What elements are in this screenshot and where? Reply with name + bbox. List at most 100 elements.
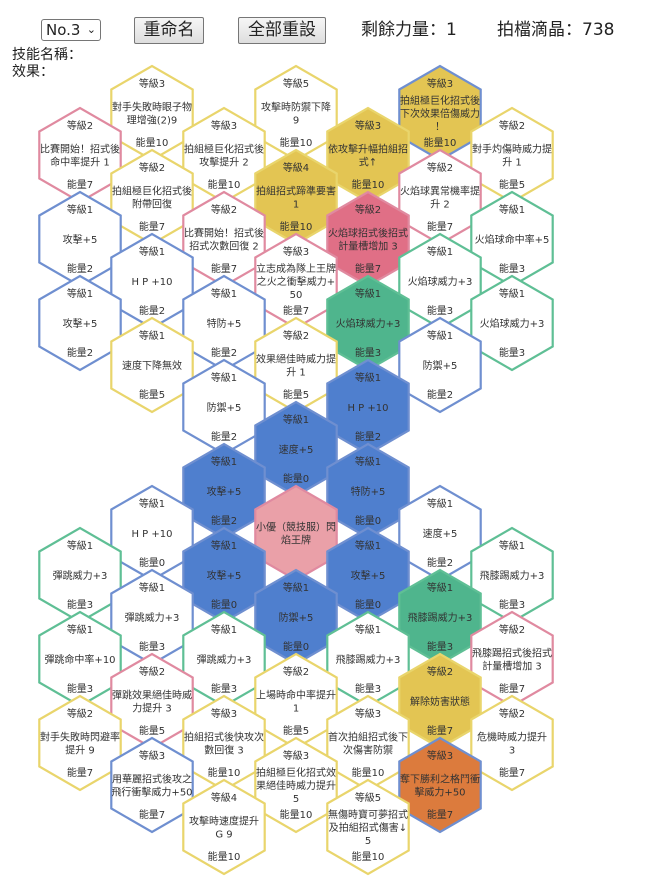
skill-hex[interactable]: 等級1 攻擊+5 能量2 xyxy=(182,442,266,540)
skill-hex[interactable]: 等級1 防禦+5 能量2 xyxy=(398,316,482,414)
hex-title-line: 對手灼傷時威力提 xyxy=(472,143,552,156)
rename-button[interactable]: 重命名 xyxy=(134,17,204,44)
skill-hex[interactable]: 等級1 火焰球威力+3 能量3 xyxy=(326,274,410,372)
skill-hex[interactable]: 等級1 攻擊+5 能量2 xyxy=(38,190,122,288)
skill-hex[interactable]: 等級1 速度+5 能量0 xyxy=(254,400,338,498)
skill-hex[interactable]: 等級1 H P +10 能量2 xyxy=(110,232,194,330)
skill-hex[interactable]: 等級4 拍組招式蹄準要害 1 能量10 xyxy=(254,148,338,246)
skill-hex[interactable]: 等級4 攻擊時速度提升 G 9 能量10 xyxy=(182,778,266,876)
hex-shape xyxy=(326,778,410,876)
hex-title-line: 防禦+5 xyxy=(207,401,242,414)
skill-hex[interactable]: 等級1 火焰球威力+3 能量3 xyxy=(470,274,554,372)
hex-title-line: 防禦+5 xyxy=(423,359,458,372)
hex-title-line: 50 xyxy=(290,290,303,301)
hex-title-line: 火焰球招式後招式 xyxy=(328,227,408,240)
hex-title-line: 小優（競技服）閃 xyxy=(256,521,336,534)
hex-title-line: 計量槽增加 3 xyxy=(338,240,398,253)
hex-energy: 能量10 xyxy=(208,850,241,863)
hex-level: 等級1 xyxy=(283,413,309,426)
partner-crystal: 拍檔滴晶：738 xyxy=(497,19,614,41)
hex-level: 等級1 xyxy=(355,371,381,384)
skill-hex[interactable]: 等級2 危機時威力提升 3 能量7 xyxy=(470,694,554,792)
hex-energy: 能量7 xyxy=(139,220,165,233)
skill-hex[interactable]: 等級1 防禦+5 能量0 xyxy=(254,568,338,666)
skill-hex[interactable]: 等級1 攻擊+5 能量0 xyxy=(326,526,410,624)
skill-hex[interactable]: 等級1 彈跳命中率+10 能量3 xyxy=(38,610,122,708)
hex-title-line: 彈跳效果絕佳時威 xyxy=(112,689,192,702)
hex-title-line: 升 1 xyxy=(502,157,522,169)
hex-title-line: 上場時命中率提升 xyxy=(256,689,336,702)
hex-title-line: 攻擊+5 xyxy=(207,569,242,582)
hex-level: 等級1 xyxy=(139,329,165,342)
skill-hex[interactable]: 等級1 飛膝踢威力+3 能量3 xyxy=(326,610,410,708)
skill-hex[interactable]: 等級1 攻擊+5 能量2 xyxy=(38,274,122,372)
hex-title-line: 次傷害防禦 xyxy=(343,744,393,757)
skill-hex[interactable]: 等級1 飛膝踢威力+3 能量3 xyxy=(398,568,482,666)
hex-title-line: 火焰球威力+3 xyxy=(336,317,401,330)
hex-title-line: 攻擊+5 xyxy=(63,233,98,246)
hex-title-line: H P +10 xyxy=(131,529,172,540)
hex-energy: 能量2 xyxy=(211,514,237,527)
hex-energy: 能量3 xyxy=(67,682,93,695)
hex-level: 等級2 xyxy=(67,707,93,720)
hex-title-line: 用華麗招式後攻之 xyxy=(112,773,192,786)
hex-title-line: 飛膝踢威力+3 xyxy=(480,569,545,582)
skill-hex[interactable]: 等級1 特防+5 能量2 xyxy=(182,274,266,372)
hex-title-line: 攻擊時速度提升 xyxy=(189,815,259,828)
hex-energy: 能量2 xyxy=(211,430,237,443)
skill-hex[interactable]: 等級1 彈跳威力+3 能量3 xyxy=(38,526,122,624)
skill-hex[interactable]: 等級1 飛膝踢威力+3 能量3 xyxy=(470,526,554,624)
hex-title-line: 效果絕佳時威力提 xyxy=(256,353,336,366)
hex-energy: 能量0 xyxy=(283,640,309,653)
skill-name-label: 技能名稱： xyxy=(12,47,82,63)
hex-level: 等級1 xyxy=(283,581,309,594)
hex-title-line: 速度+5 xyxy=(423,527,458,540)
skill-hex[interactable]: 等級1 速度+5 能量2 xyxy=(398,484,482,582)
skill-hex[interactable]: 等級1 火焰球命中率+5 能量3 xyxy=(470,190,554,288)
skill-hex[interactable]: 等級5 攻擊時防禦下降 9 能量10 xyxy=(254,64,338,162)
skill-hex[interactable]: 等級2 上場時命中率提升 1 能量5 xyxy=(254,652,338,750)
skill-hex[interactable]: 等級1 H P +10 能量0 xyxy=(110,484,194,582)
hex-title-line: 擊威力+50 xyxy=(414,786,465,799)
skill-hex[interactable]: 等級1 特防+5 能量0 xyxy=(326,442,410,540)
reset-all-button[interactable]: 全部重設 xyxy=(238,17,326,44)
skill-hex[interactable]: 等級1 火焰球威力+3 能量3 xyxy=(398,232,482,330)
skill-hex[interactable]: 等級1 攻擊+5 能量0 xyxy=(182,526,266,624)
hex-title-line: 解除妨害狀態 xyxy=(410,695,470,708)
partner-crystal-label: 拍檔滴晶： xyxy=(497,20,582,40)
hex-title-line: ！ xyxy=(435,122,445,133)
hex-level: 等級3 xyxy=(211,707,237,720)
grid-select[interactable]: No.3 ⌄ xyxy=(41,19,101,41)
skill-hex[interactable]: 等級1 防禦+5 能量2 xyxy=(182,358,266,456)
skill-hex[interactable]: 等級1 彈跳威力+3 能量3 xyxy=(110,568,194,666)
hex-title-line: 特防+5 xyxy=(351,485,386,498)
skill-hex[interactable]: 等級1 H P +10 能量2 xyxy=(326,358,410,456)
hex-energy: 能量2 xyxy=(67,262,93,275)
skill-hex[interactable]: 等級1 彈跳威力+3 能量3 xyxy=(182,610,266,708)
